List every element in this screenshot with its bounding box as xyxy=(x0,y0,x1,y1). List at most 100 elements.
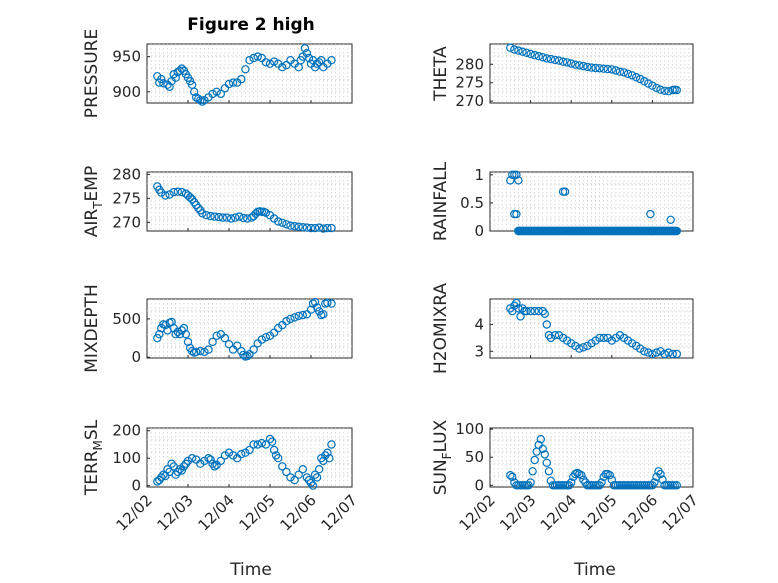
data-point xyxy=(249,53,258,63)
data-point xyxy=(171,73,180,82)
y-tick-label: 275 xyxy=(455,74,484,92)
data-point xyxy=(530,455,539,465)
data-point xyxy=(210,462,219,471)
data-point xyxy=(302,310,312,319)
series-sun_flux xyxy=(506,435,682,490)
y-tick-label: 3 xyxy=(474,342,484,360)
data-point xyxy=(216,456,225,466)
data-point xyxy=(658,475,667,484)
y-tick-label: 0 xyxy=(131,348,141,366)
y-axis-label: SUNFLUX xyxy=(431,419,454,495)
data-point xyxy=(605,471,615,480)
data-point xyxy=(249,440,258,449)
data-point xyxy=(261,58,271,67)
data-point xyxy=(650,478,659,487)
data-point xyxy=(278,218,287,227)
data-point xyxy=(632,72,641,82)
panel-pressure: 900 950 PRESSURE xyxy=(82,29,353,118)
y-axis-label: PRESSURE xyxy=(82,29,102,118)
data-point xyxy=(583,341,592,351)
data-point xyxy=(159,79,168,88)
data-point xyxy=(530,50,539,60)
data-point xyxy=(302,48,312,58)
data-point xyxy=(204,454,213,463)
data-point xyxy=(239,350,248,360)
data-point xyxy=(327,223,336,233)
data-point xyxy=(546,54,556,64)
data-point xyxy=(286,314,295,324)
data-point xyxy=(157,473,166,482)
data-point xyxy=(278,462,287,471)
y-tick-label: 280 xyxy=(112,165,141,183)
panel-terr_msl: 0 100 200 TERRMSL 12/0212/0312/0412/0512/061… xyxy=(82,419,361,534)
series-h2omixra xyxy=(506,298,682,359)
data-point xyxy=(282,317,291,326)
data-point xyxy=(607,65,617,74)
data-point xyxy=(560,187,570,196)
panel-air_temp: 270 275 280 AIRTEMP xyxy=(82,165,353,237)
data-point xyxy=(206,211,215,221)
data-point xyxy=(668,349,677,359)
y-tick-label: 50 xyxy=(465,448,484,466)
data-point xyxy=(544,467,554,476)
data-point xyxy=(623,69,633,79)
x-tick-label: 12/07 xyxy=(659,491,702,534)
x-tick-label: 12/05 xyxy=(577,491,620,534)
x-axis-label-left: Time xyxy=(229,560,272,580)
data-point xyxy=(526,49,535,59)
data-point xyxy=(171,330,180,339)
data-point xyxy=(315,465,324,474)
series-terr_msl xyxy=(153,434,336,490)
data-point xyxy=(575,61,584,70)
data-point xyxy=(664,348,673,357)
data-point xyxy=(510,45,519,54)
data-point xyxy=(538,53,548,62)
data-point xyxy=(290,313,299,322)
x-tick-label: 12/06 xyxy=(277,491,320,534)
data-point xyxy=(175,66,184,75)
data-point xyxy=(167,459,176,468)
data-point xyxy=(282,220,291,229)
data-point xyxy=(216,89,225,99)
data-point xyxy=(327,299,336,308)
data-point xyxy=(257,335,266,344)
data-point xyxy=(312,473,322,482)
data-point xyxy=(237,449,246,459)
y-tick-label: 0 xyxy=(474,476,484,494)
data-point xyxy=(672,349,682,359)
data-point xyxy=(579,61,588,71)
data-point xyxy=(664,86,673,96)
y-axis-label: RAINFALL xyxy=(431,161,451,241)
data-point xyxy=(269,445,279,455)
y-tick-label: 950 xyxy=(112,48,141,66)
data-point xyxy=(274,217,283,226)
data-point xyxy=(282,467,291,477)
data-point xyxy=(153,333,162,343)
y-tick-label: 270 xyxy=(112,213,141,231)
data-point xyxy=(194,203,203,213)
data-point xyxy=(599,64,608,73)
data-point xyxy=(198,97,207,106)
data-point xyxy=(196,95,205,105)
data-point xyxy=(522,48,531,58)
data-point xyxy=(224,79,234,89)
y-tick-label: 275 xyxy=(112,189,141,207)
data-point xyxy=(648,81,657,90)
data-point xyxy=(660,349,669,359)
data-point xyxy=(597,478,606,487)
y-tick-label: 0 xyxy=(131,477,141,495)
data-point xyxy=(173,327,182,337)
data-point xyxy=(278,62,287,72)
y-axis-label: THETA xyxy=(431,46,451,102)
data-point xyxy=(177,466,186,475)
data-point xyxy=(210,212,219,221)
series-theta xyxy=(506,43,682,96)
data-point xyxy=(536,435,546,444)
data-point xyxy=(319,310,328,319)
series-rainfall xyxy=(506,170,682,236)
data-point xyxy=(640,76,649,86)
data-point xyxy=(526,478,535,487)
data-point xyxy=(567,478,576,487)
data-point xyxy=(550,331,560,340)
